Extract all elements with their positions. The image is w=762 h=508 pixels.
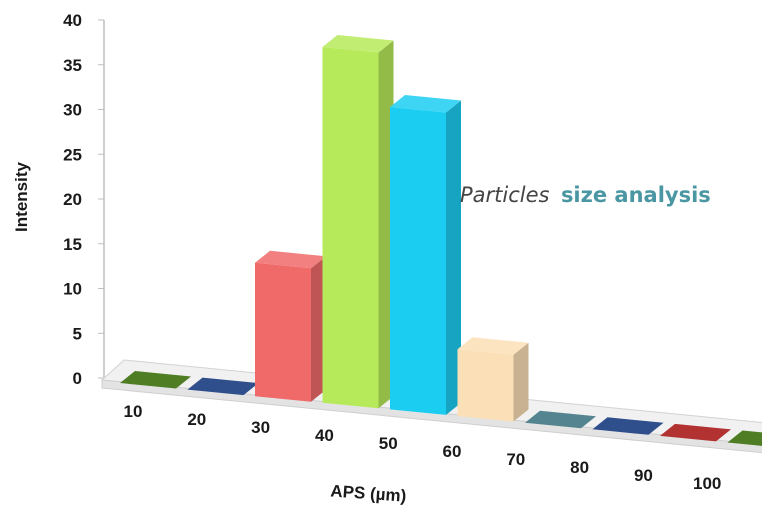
- bar-tile: [592, 417, 664, 435]
- bar-side: [311, 256, 326, 402]
- bar: [457, 349, 514, 422]
- bar-tile: [187, 377, 259, 396]
- y-tick-label: 20: [63, 190, 82, 209]
- y-tick-label: 0: [73, 369, 82, 388]
- x-tick-label: 50: [379, 434, 398, 453]
- x-tick-label: 20: [187, 410, 206, 429]
- chart-annotation: Particles size analysis: [460, 183, 711, 207]
- y-tick-label: 5: [73, 324, 82, 343]
- bar: [255, 262, 311, 402]
- bar-top: [390, 95, 461, 113]
- x-tick-label: 10: [124, 402, 143, 421]
- y-axis-title: Intensity: [12, 162, 31, 232]
- chart-bars: [120, 35, 762, 446]
- bar-side: [446, 100, 461, 415]
- x-tick-label: 90: [634, 466, 653, 485]
- bar-tile: [660, 423, 731, 442]
- y-tick-label: 15: [63, 235, 82, 254]
- y-tick-label: 35: [63, 56, 82, 75]
- bar-tile: [525, 410, 596, 429]
- x-tick-label: 100: [693, 474, 721, 493]
- bar-side: [513, 342, 529, 422]
- bar-top: [457, 337, 529, 355]
- bar: [390, 107, 446, 415]
- bar-tile: [727, 430, 762, 446]
- y-tick-label: 40: [63, 11, 82, 30]
- annotation-part-2: size analysis: [561, 183, 711, 207]
- bar-side: [378, 40, 394, 409]
- y-tick-label: 10: [63, 280, 82, 299]
- x-axis-title: APS (µm): [330, 481, 407, 505]
- bar-top: [322, 35, 394, 53]
- x-tick-label: 60: [443, 442, 462, 461]
- x-tick-label: 80: [570, 458, 589, 477]
- y-tick-label: 30: [63, 101, 82, 120]
- y-tick-label: 25: [63, 145, 82, 164]
- bar-tile: [120, 371, 191, 389]
- chart-labels: 0 5 10 15 20 25 30 35 40 10 20 30 40 50 60 70 80 90 100: [63, 11, 721, 493]
- x-tick-label: 70: [506, 450, 525, 469]
- x-tick-label: 40: [315, 426, 334, 445]
- bar: [322, 47, 379, 409]
- x-tick-label: 30: [251, 418, 270, 437]
- bar-top: [255, 250, 326, 269]
- annotation-part-1: Particles: [460, 183, 550, 207]
